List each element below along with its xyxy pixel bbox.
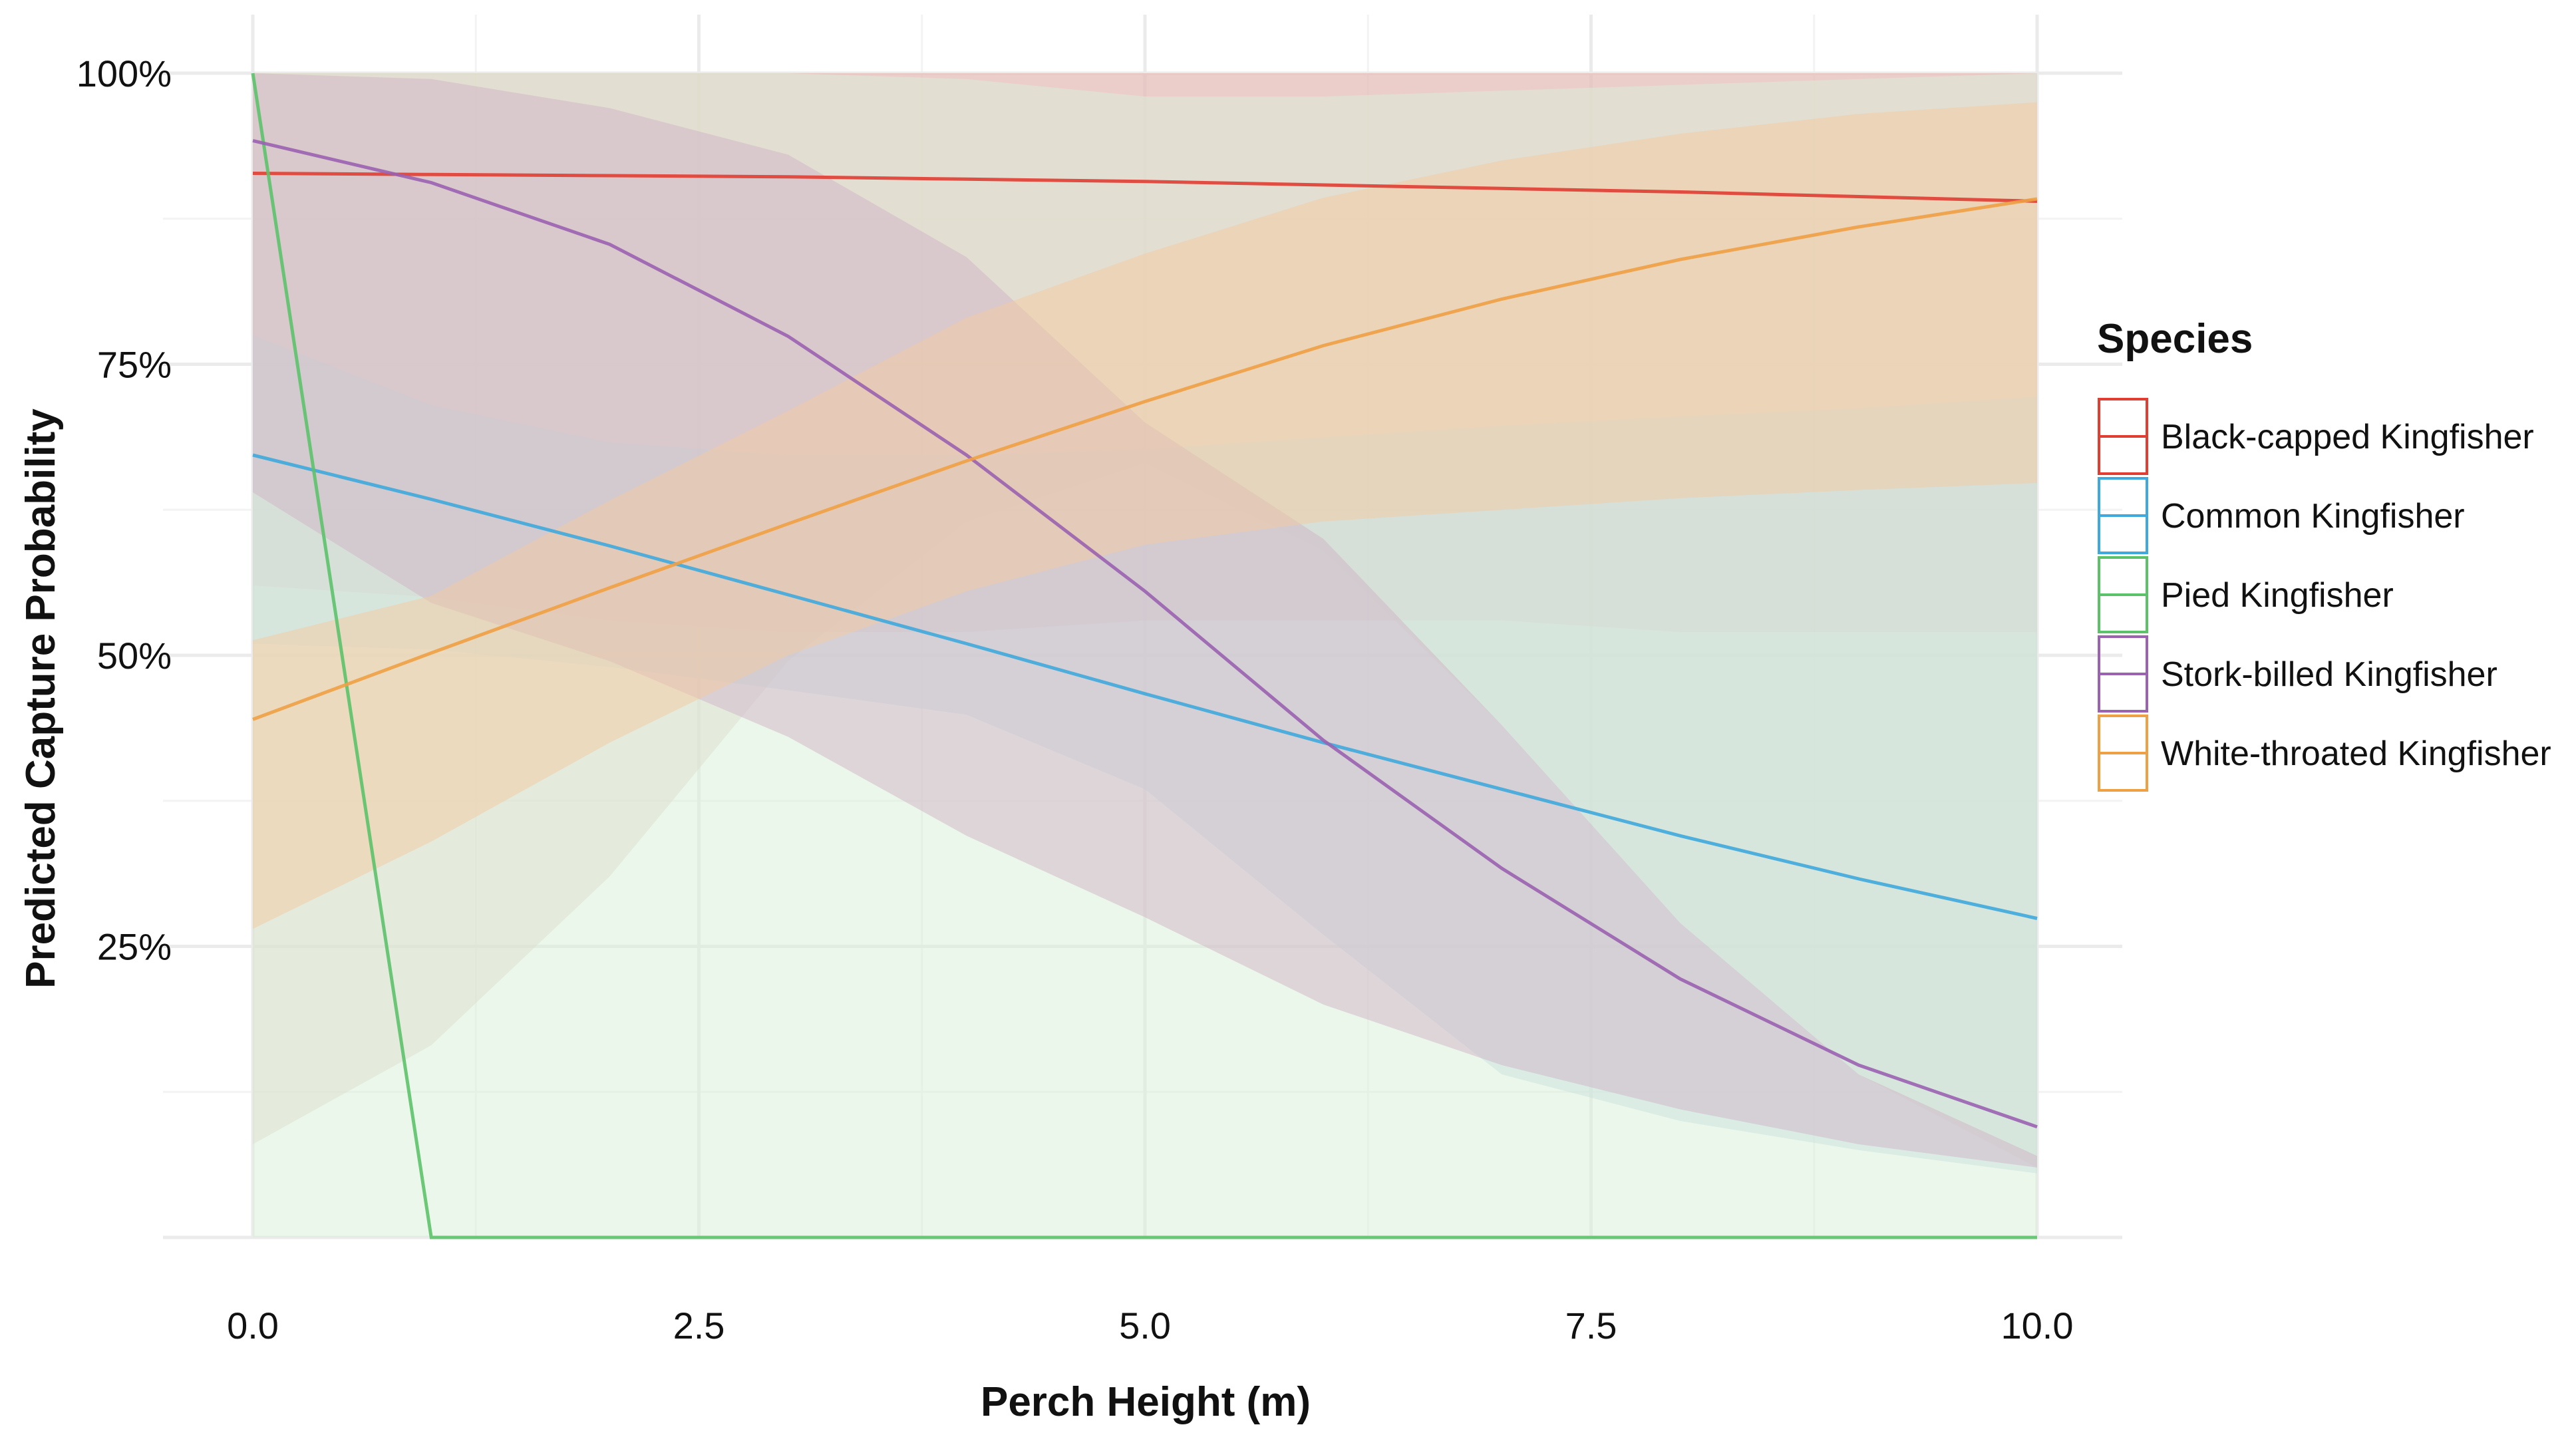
x-tick-label: 5.0 — [1119, 1305, 1171, 1347]
x-axis-ticks: 0.0 2.5 5.0 7.5 10.0 — [227, 1305, 2073, 1347]
series-lines — [251, 73, 2038, 1239]
legend: Species Black-capped Kingfisher Common Ki… — [2097, 316, 2551, 792]
x-tick-label: 10.0 — [2001, 1305, 2074, 1347]
legend-item: Stork-billed Kingfisher — [2098, 635, 2497, 713]
y-tick-label: 50% — [97, 635, 172, 677]
y-tick-label: 100% — [77, 53, 172, 94]
x-tick-label: 0.0 — [227, 1305, 279, 1347]
y-axis-title: Predicted Capture Probability — [18, 408, 64, 989]
plot-panel — [163, 15, 2122, 1239]
x-tick-label: 7.5 — [1565, 1305, 1617, 1347]
y-axis-ticks: 25% 50% 75% 100% — [77, 53, 172, 968]
confidence-bands — [253, 73, 2037, 1237]
x-tick-label: 2.5 — [673, 1305, 725, 1347]
line-pied-kingfisher — [251, 73, 2037, 1239]
line-common-kingfisher — [252, 453, 2038, 920]
x-axis-title: Perch Height (m) — [981, 1379, 1311, 1425]
legend-item: White-throated Kingfisher — [2098, 715, 2551, 792]
legend-label: Common Kingfisher — [2161, 497, 2465, 536]
y-tick-label: 25% — [97, 926, 172, 968]
legend-label: Pied Kingfisher — [2161, 576, 2394, 615]
band-white-throated-kingfisher — [253, 102, 2037, 929]
legend-title: Species — [2097, 316, 2253, 362]
legend-item: Pied Kingfisher — [2098, 556, 2394, 633]
y-tick-label: 75% — [97, 344, 172, 386]
line-stork-billed-kingfisher — [252, 139, 2038, 1129]
line-white-throated-kingfisher — [252, 197, 2038, 721]
legend-item: Black-capped Kingfisher — [2098, 398, 2534, 475]
legend-item: Common Kingfisher — [2098, 477, 2465, 554]
legend-label: White-throated Kingfisher — [2161, 734, 2551, 773]
line-black-capped-kingfisher — [252, 172, 2038, 203]
legend-label: Stork-billed Kingfisher — [2161, 655, 2497, 694]
legend-label: Black-capped Kingfisher — [2161, 418, 2534, 456]
band-stork-billed-kingfisher — [253, 73, 2037, 1168]
